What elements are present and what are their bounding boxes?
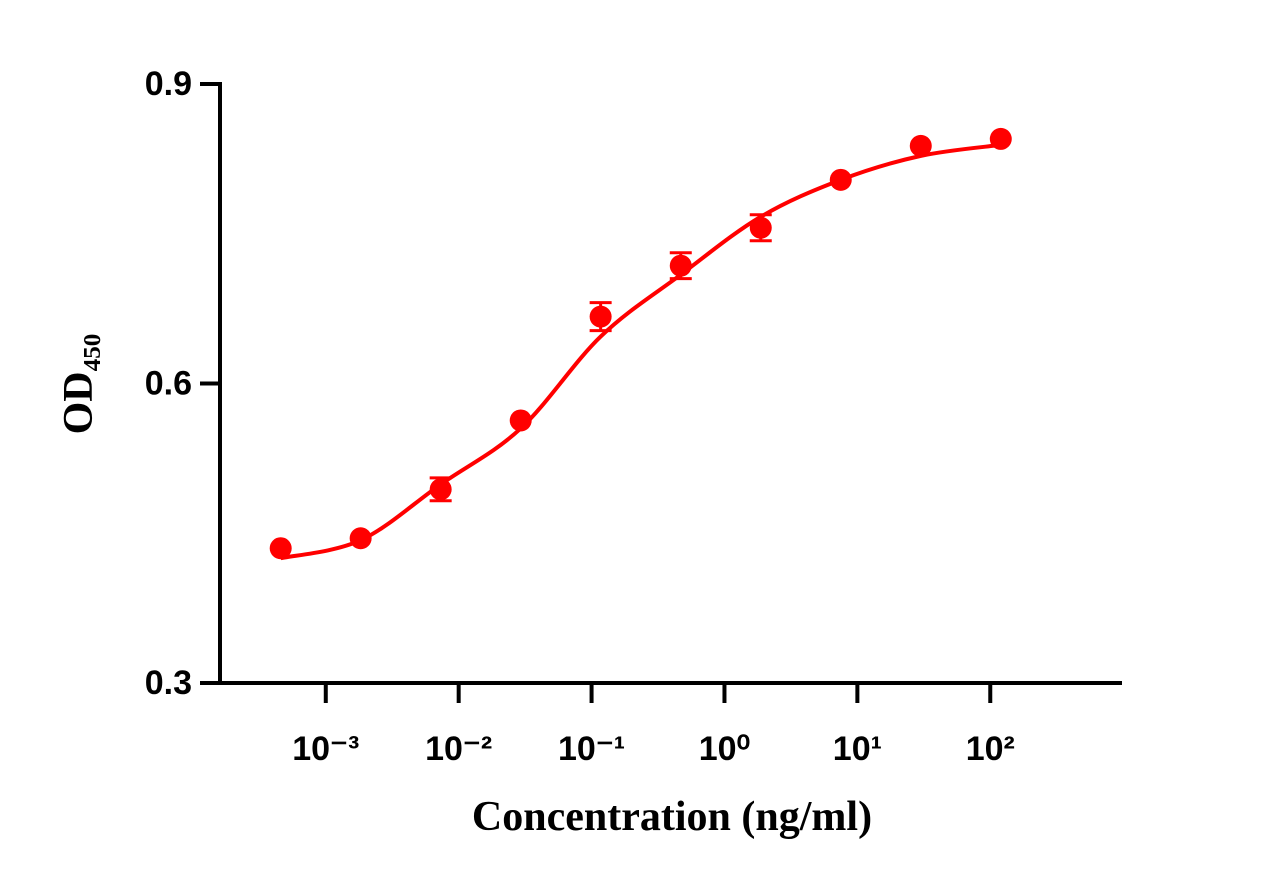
data-point — [749, 216, 772, 239]
data-point — [589, 305, 612, 328]
x-tick-label: 10⁻² — [425, 730, 492, 768]
fit-curve — [280, 142, 1002, 561]
x-tick-label: 10² — [966, 730, 1015, 768]
data-point — [909, 134, 932, 157]
y-tick-label: 0.9 — [145, 65, 192, 103]
x-tick-label: 10⁰ — [699, 730, 750, 768]
data-point — [349, 527, 372, 550]
y-tick-label: 0.3 — [145, 664, 192, 702]
data-point — [829, 168, 852, 191]
data-point — [989, 127, 1012, 150]
y-tick-label: 0.6 — [145, 364, 192, 402]
data-point — [509, 409, 532, 432]
x-axis-title: Concentration (ng/ml) — [472, 794, 872, 840]
data-point — [429, 478, 452, 501]
x-tick-label: 10⁻³ — [292, 730, 359, 768]
y-axis-title: OD₄₅₀ — [56, 334, 102, 435]
x-tick-label: 10⁻¹ — [558, 730, 625, 768]
x-tick-label: 10¹ — [833, 730, 882, 768]
data-point — [269, 537, 292, 560]
data-point — [669, 254, 692, 277]
